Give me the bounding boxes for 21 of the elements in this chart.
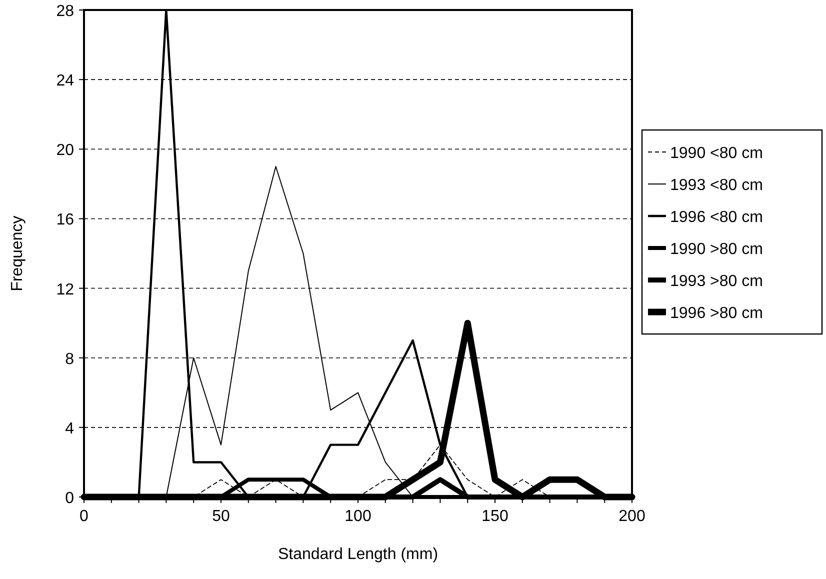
y-tick-label: 4: [65, 420, 74, 438]
legend-label: 1996 <80 cm: [670, 209, 763, 226]
legend-label: 1993 >80 cm: [670, 273, 763, 290]
y-tick-label: 16: [56, 212, 74, 229]
legend-label: 1990 <80 cm: [670, 145, 763, 162]
x-tick-label: 50: [212, 508, 230, 525]
x-tick-label: 200: [618, 508, 646, 525]
legend-label: 1993 <80 cm: [670, 177, 763, 194]
x-tick-label: 0: [80, 508, 89, 525]
legend-label: 1996 >80 cm: [670, 305, 763, 322]
y-axis-title: Frequency: [9, 216, 26, 292]
x-tick-label: 100: [344, 508, 372, 525]
y-tick-label: 20: [56, 142, 74, 160]
y-tick-label: 8: [65, 350, 74, 368]
x-tick-label: 150: [482, 508, 508, 525]
y-tick-label: 24: [56, 72, 74, 90]
y-tick-label: 28: [56, 3, 74, 20]
y-tick-label: 12: [56, 281, 74, 298]
y-tick-label: 0: [65, 490, 74, 507]
legend-label: 1990 >80 cm: [670, 241, 763, 258]
x-axis-title: Standard Length (mm): [278, 546, 438, 563]
